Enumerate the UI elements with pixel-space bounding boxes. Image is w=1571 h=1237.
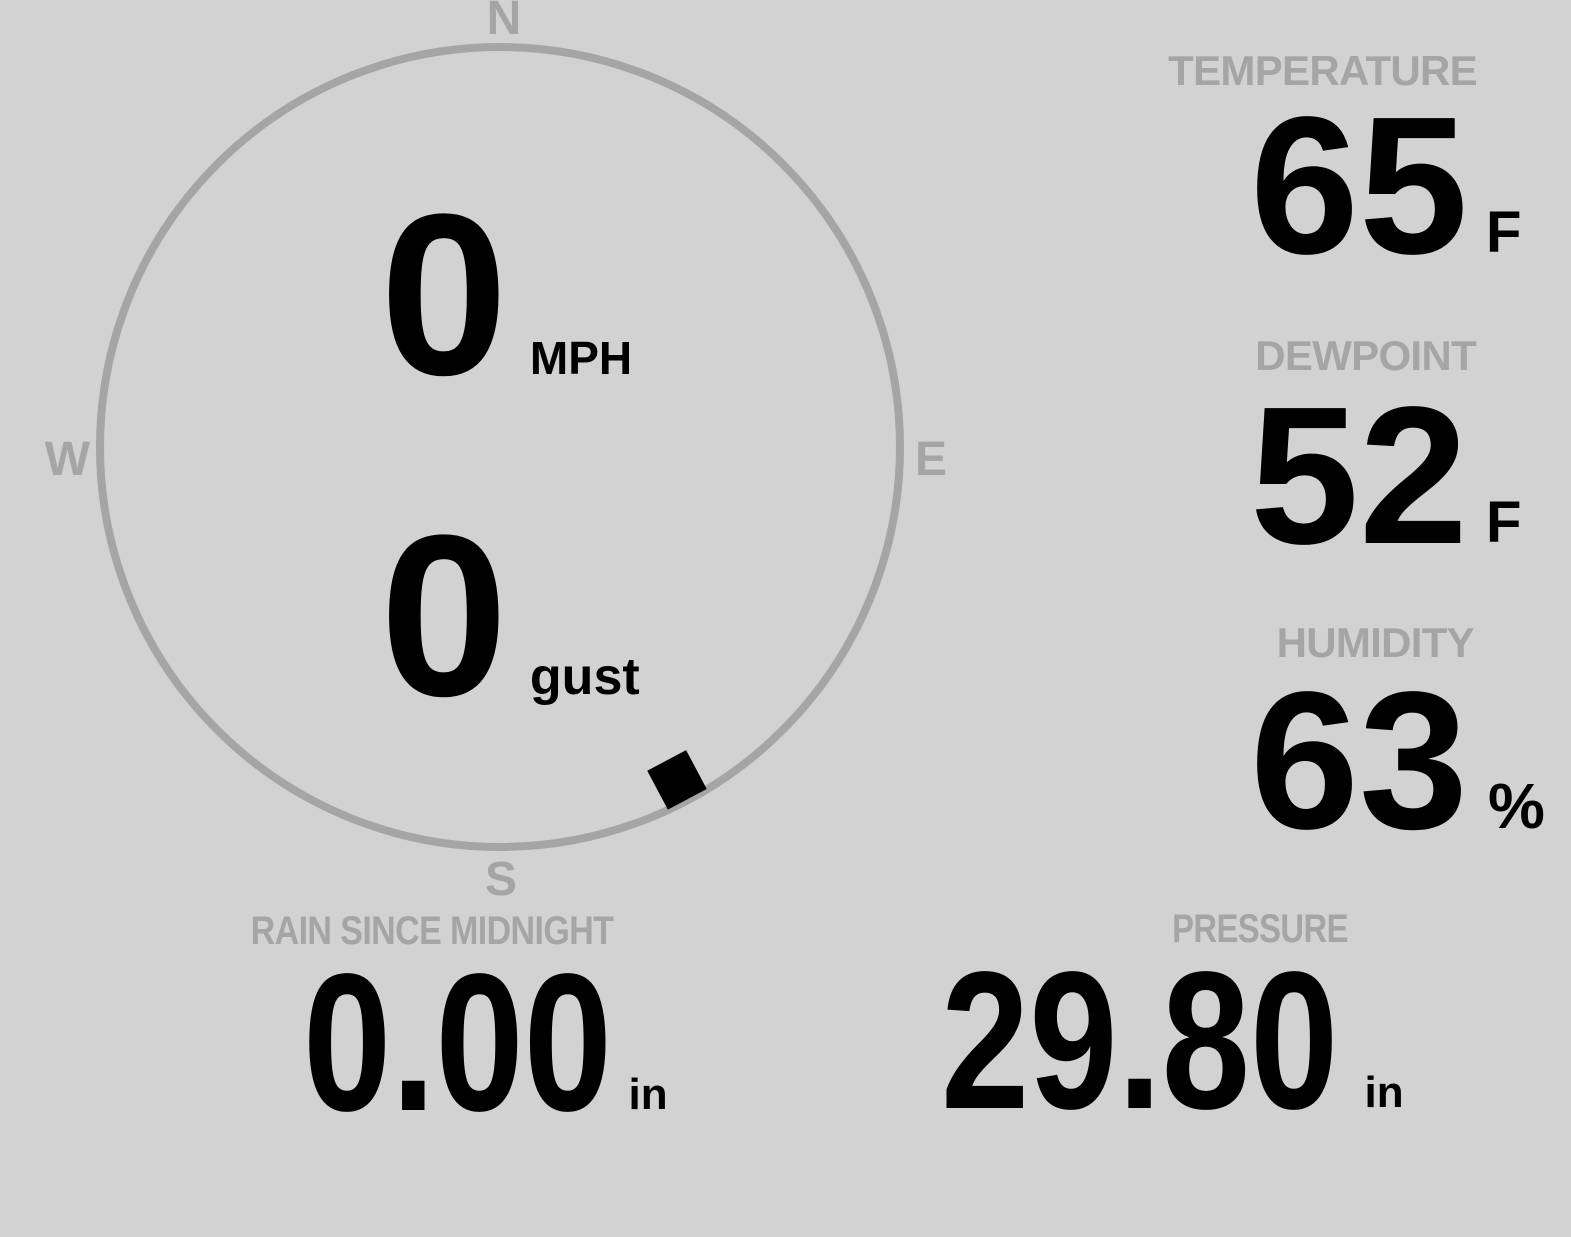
humidity-value: 63 [1250,650,1469,870]
temperature-label: TEMPERATURE [1168,47,1478,94]
compass-label-west: W [44,433,90,486]
rain-unit: in [628,1069,668,1119]
rain-value: 0.00 [303,932,613,1152]
compass-dial-circle [96,43,904,851]
dewpoint-label: DEWPOINT [1255,332,1476,379]
compass-label-south: S [484,853,518,906]
rain-label: RAIN SINCE MIDNIGHT [250,909,614,953]
wind-speed-value: 0 [380,166,508,424]
dewpoint-value: 52 [1250,365,1469,585]
humidity-unit: % [1488,769,1545,842]
pressure-unit: in [1364,1067,1404,1117]
temperature-value: 65 [1250,75,1469,295]
pressure-label: PRESSURE [1172,907,1348,951]
wind-gust-value: 0 [380,487,508,745]
compass-label-north: N [486,0,522,45]
pressure-value: 29.80 [941,930,1339,1150]
wind-gust-unit: gust [529,648,640,707]
humidity-label: HUMIDITY [1276,619,1475,666]
temperature-unit: F [1486,199,1522,265]
wind-speed-unit: MPH [529,332,633,385]
compass-label-east: E [915,433,948,486]
dewpoint-unit: F [1486,489,1522,555]
